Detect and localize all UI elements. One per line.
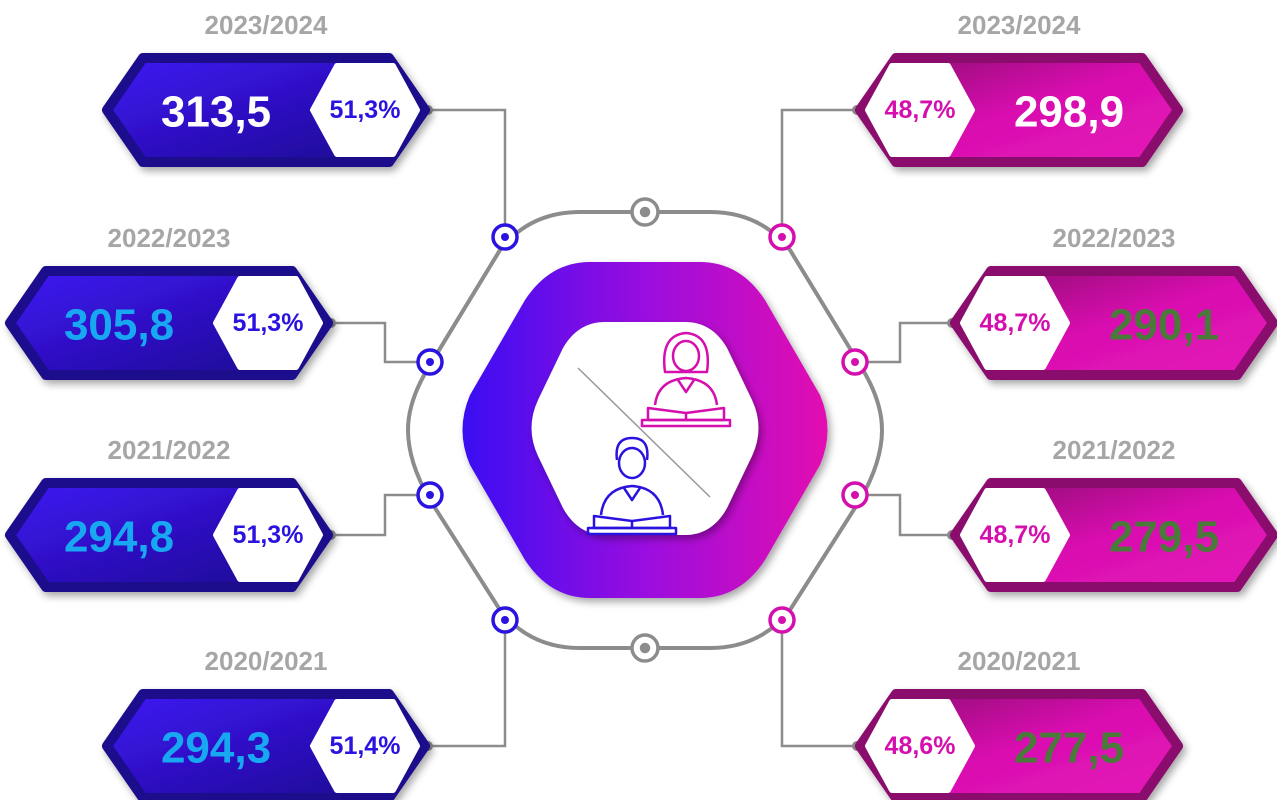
- percent: 51,3%: [233, 521, 304, 549]
- center-inner: [531, 322, 759, 535]
- percent: 48,7%: [980, 309, 1051, 337]
- item: 48,7% 290,1 2022/2023: [841, 223, 1277, 380]
- percent-badge: [865, 63, 975, 157]
- item: 48,7% 298,9 2023/2024: [768, 10, 1183, 251]
- year: 2023/2024: [958, 10, 1081, 40]
- percent-badge: [960, 488, 1070, 582]
- year: 2022/2023: [1053, 223, 1176, 253]
- node-dot: [501, 233, 509, 241]
- item: 51,4% 294,3 2020/2021: [102, 606, 519, 800]
- connector: [428, 620, 507, 748]
- divider: [577, 367, 711, 498]
- node-dot: [501, 616, 509, 624]
- year: 2023/2024: [205, 10, 328, 40]
- percent-badge: [865, 699, 975, 793]
- value: 294,8: [64, 513, 174, 562]
- value: 313,5: [161, 88, 271, 137]
- percent-badge: [960, 276, 1070, 370]
- item: 51,3% 305,8 2022/2023: [5, 223, 444, 380]
- item: 51,3% 294,8 2021/2022: [5, 435, 444, 592]
- connector: [855, 493, 952, 537]
- percent-badge: [310, 699, 420, 793]
- year: 2020/2021: [205, 646, 328, 676]
- value: 305,8: [64, 301, 174, 350]
- item: 48,7% 279,5 2021/2022: [841, 435, 1277, 592]
- outline-knobs: [630, 197, 660, 663]
- connector: [428, 108, 507, 237]
- value: 290,1: [1109, 301, 1219, 350]
- year: 2021/2022: [1053, 435, 1176, 465]
- value: 277,5: [1014, 724, 1124, 773]
- connector: [780, 620, 857, 748]
- connector: [780, 108, 857, 237]
- percent: 48,6%: [885, 732, 956, 760]
- year: 2022/2023: [108, 223, 231, 253]
- percent-badge: [213, 276, 323, 370]
- node-dot: [778, 233, 786, 241]
- year: 2021/2022: [108, 435, 231, 465]
- value: 298,9: [1014, 88, 1124, 137]
- percent: 51,3%: [330, 96, 401, 124]
- outline: [405, 210, 885, 650]
- percent: 48,7%: [980, 521, 1051, 549]
- node-dot: [426, 358, 434, 366]
- node-dot: [851, 358, 859, 366]
- percent: 51,3%: [233, 309, 304, 337]
- female-icon: [640, 331, 732, 428]
- node-dot: [851, 491, 859, 499]
- node-dot: [426, 491, 434, 499]
- percent-badge: [213, 488, 323, 582]
- male-icon: [586, 436, 678, 536]
- connector: [331, 321, 430, 364]
- node-dot: [778, 616, 786, 624]
- item: 51,3% 313,5 2023/2024: [102, 10, 519, 251]
- value: 279,5: [1109, 513, 1219, 562]
- item: 48,6% 277,5 2020/2021: [768, 606, 1183, 800]
- connector: [855, 321, 952, 364]
- value: 294,3: [161, 724, 271, 773]
- percent: 48,7%: [885, 96, 956, 124]
- connector: [331, 493, 430, 537]
- percent-badge: [310, 63, 420, 157]
- percent: 51,4%: [330, 732, 401, 760]
- year: 2020/2021: [958, 646, 1081, 676]
